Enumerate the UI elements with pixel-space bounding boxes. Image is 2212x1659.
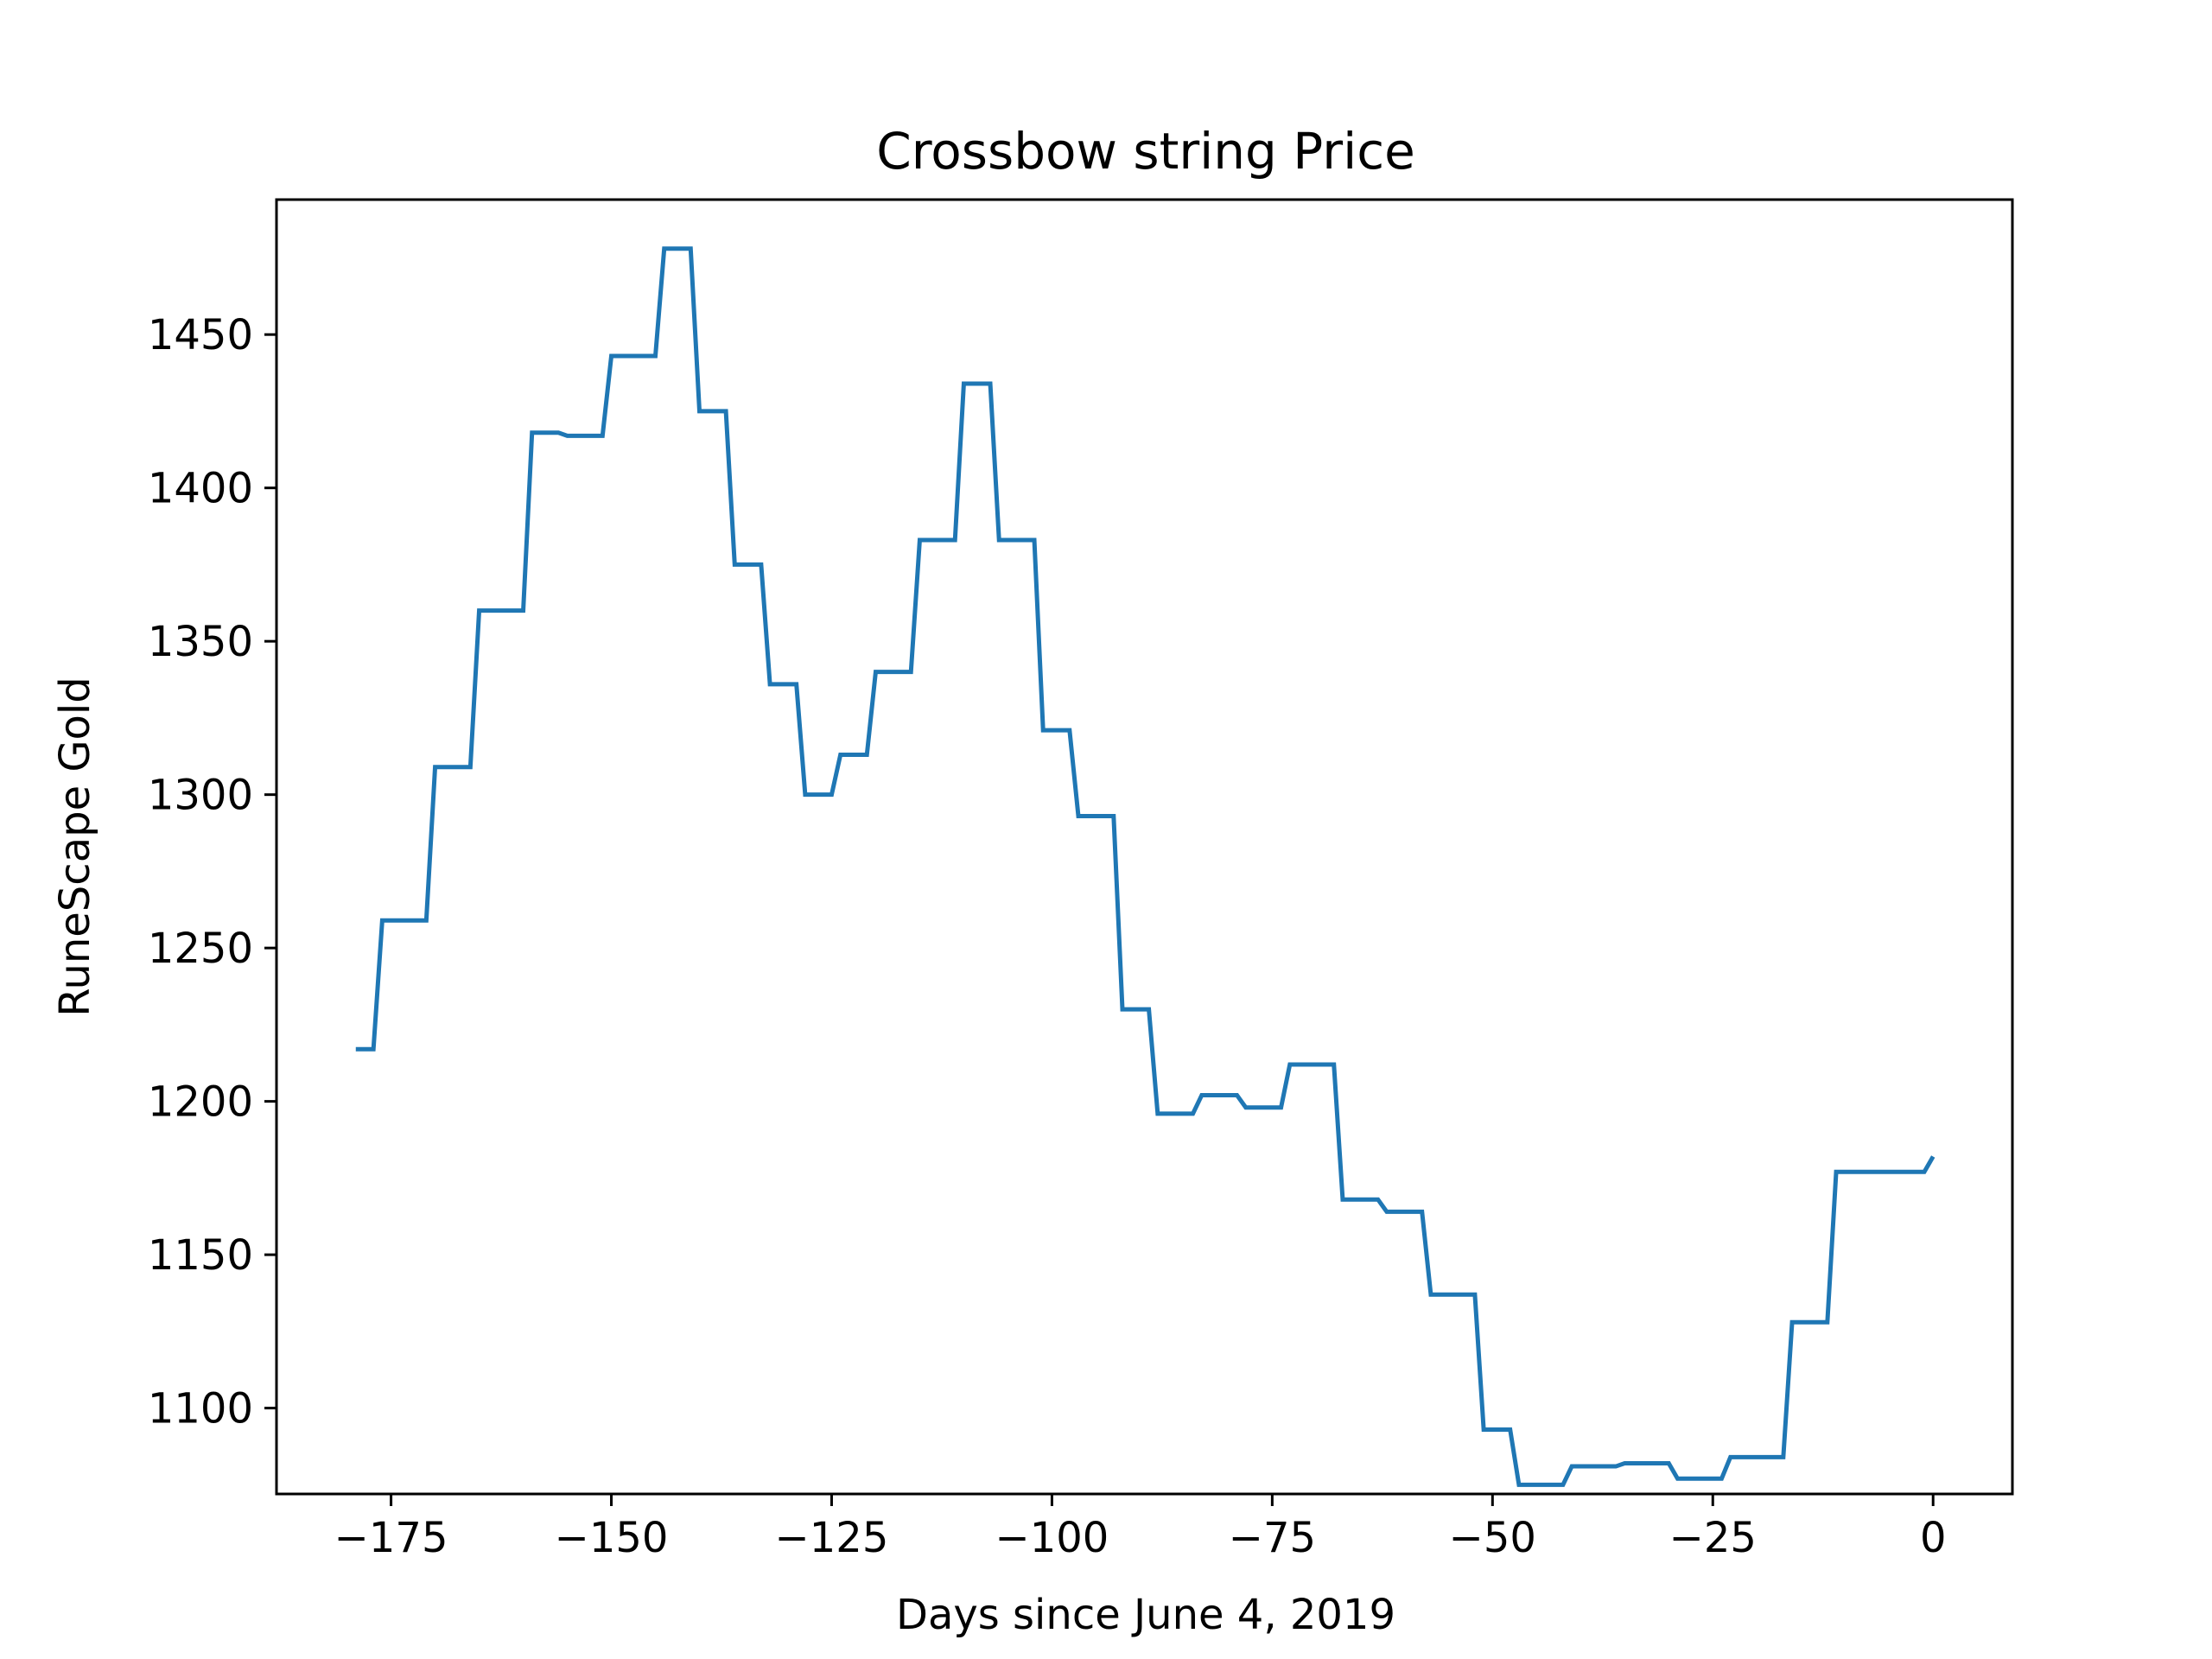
plot-area [355,246,1936,1487]
x-tick-label: −150 [555,1514,669,1562]
y-tick-label: 1450 [148,311,253,359]
y-tick-label: 1100 [148,1385,253,1433]
x-tick-label: −25 [1669,1514,1757,1562]
x-tick-label: −50 [1449,1514,1536,1562]
x-tick-label: −175 [334,1514,448,1562]
x-tick-label: −100 [995,1514,1109,1562]
y-tick-label: 1300 [148,772,253,820]
y-tick-label: 1400 [148,465,253,513]
y-tick-label: 1350 [148,618,253,666]
plot-frame [275,198,2014,1496]
x-axis-label: Days since June 4, 2019 [896,1591,1395,1639]
x-tick-label: −125 [775,1514,889,1562]
chart-title: Crossbow string Price [876,122,1415,181]
axis-ticks: −175 −150 −125 −100 −75 −50 −25 0 1100 1150 1200 12… [148,311,1947,1562]
x-tick-label: −75 [1229,1514,1316,1562]
y-axis-label: RuneScape Gold [51,677,99,1016]
y-tick-label: 1250 [148,925,253,973]
y-tick-label: 1150 [148,1231,253,1280]
y-tick-label: 1200 [148,1078,253,1127]
x-tick-label: 0 [1920,1514,1947,1562]
series-line-0 [355,246,1936,1487]
